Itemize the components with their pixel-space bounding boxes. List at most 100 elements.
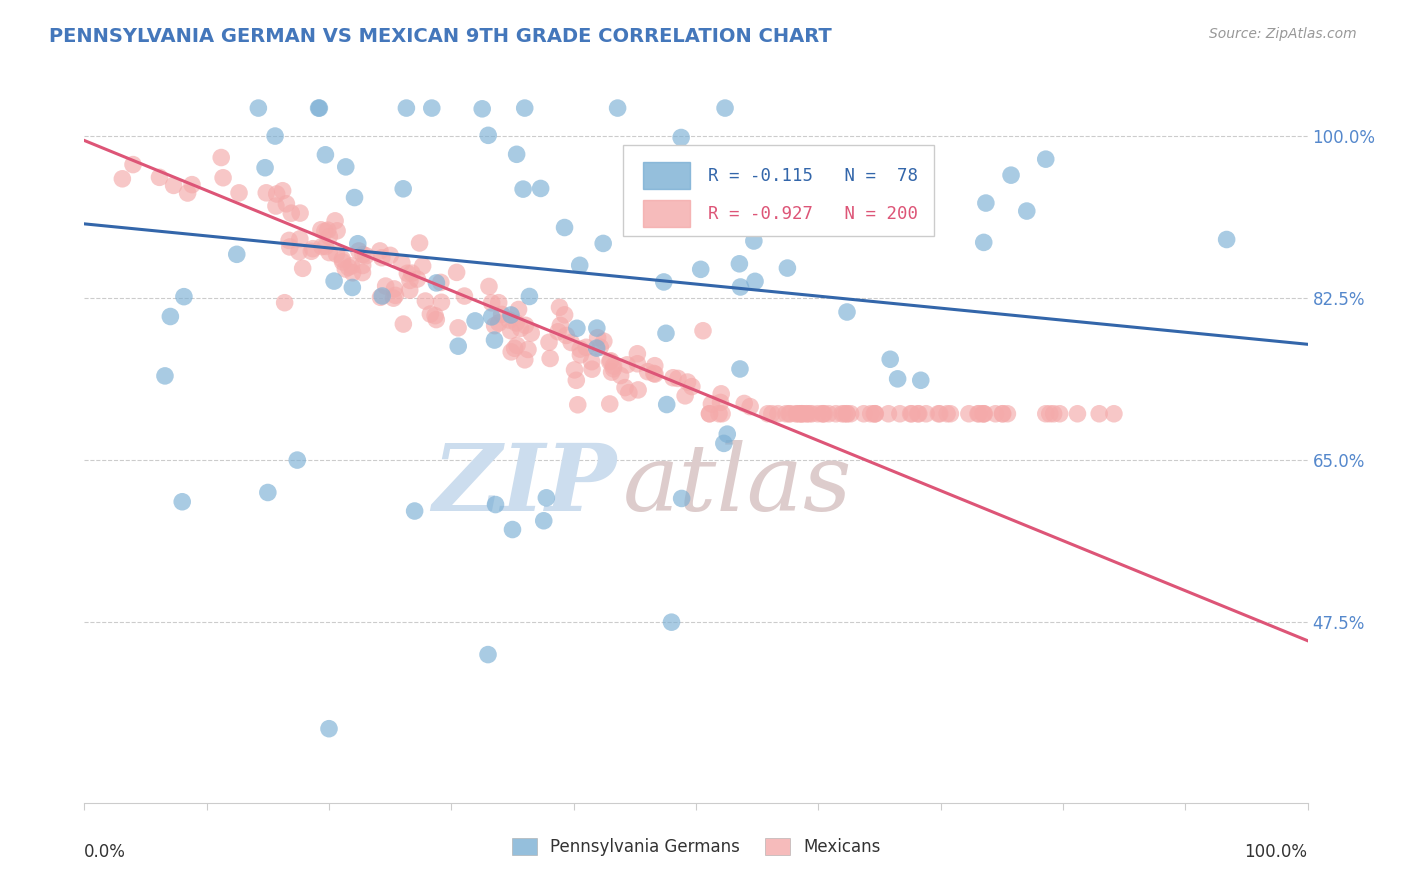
- Point: [915, 407, 938, 421]
- Point: [936, 407, 959, 421]
- Point: [1015, 204, 1038, 219]
- Point: [382, 282, 405, 296]
- Point: [910, 185, 932, 199]
- Point: [315, 239, 337, 253]
- Point: [972, 407, 994, 421]
- Point: [692, 324, 714, 338]
- Point: [384, 288, 406, 302]
- Point: [886, 372, 908, 386]
- Point: [340, 259, 363, 273]
- Point: [655, 326, 678, 341]
- Point: [533, 514, 555, 528]
- Point: [908, 407, 931, 421]
- Point: [627, 383, 650, 397]
- Point: [569, 342, 592, 356]
- Point: [430, 295, 453, 310]
- Point: [1066, 407, 1088, 421]
- Point: [332, 252, 354, 267]
- Point: [430, 276, 453, 290]
- Point: [586, 331, 609, 345]
- Point: [555, 328, 578, 343]
- Point: [352, 259, 374, 273]
- Point: [939, 407, 962, 421]
- Text: R = -0.115   N =  78: R = -0.115 N = 78: [709, 167, 918, 185]
- Point: [332, 255, 354, 269]
- Point: [453, 289, 475, 303]
- Point: [606, 101, 628, 115]
- Point: [879, 352, 901, 367]
- Text: 0.0%: 0.0%: [84, 843, 127, 861]
- Point: [845, 178, 868, 193]
- Point: [323, 274, 346, 288]
- FancyBboxPatch shape: [623, 145, 935, 235]
- Point: [766, 407, 789, 421]
- Point: [776, 261, 799, 276]
- Point: [1035, 152, 1057, 166]
- Point: [254, 186, 277, 200]
- Point: [592, 236, 614, 251]
- Point: [666, 371, 689, 385]
- Point: [1088, 407, 1111, 421]
- Point: [503, 341, 526, 355]
- Point: [786, 407, 808, 421]
- Point: [730, 280, 752, 294]
- Point: [991, 407, 1014, 421]
- Point: [406, 272, 429, 286]
- Point: [967, 407, 990, 421]
- Point: [709, 395, 731, 409]
- Point: [266, 186, 288, 201]
- Point: [254, 161, 277, 175]
- Point: [314, 148, 336, 162]
- Point: [910, 373, 932, 387]
- Point: [447, 339, 470, 353]
- Point: [404, 504, 426, 518]
- Point: [484, 318, 506, 333]
- Point: [153, 368, 176, 383]
- Point: [569, 348, 592, 362]
- Point: [484, 498, 506, 512]
- Point: [699, 407, 721, 421]
- Point: [380, 248, 402, 262]
- Point: [148, 170, 170, 185]
- Point: [547, 325, 569, 339]
- Point: [974, 196, 997, 211]
- Point: [371, 289, 394, 303]
- Point: [425, 312, 447, 326]
- Point: [907, 407, 929, 421]
- Point: [740, 400, 762, 414]
- Point: [395, 101, 418, 115]
- Point: [308, 101, 330, 115]
- Point: [617, 385, 640, 400]
- Point: [742, 234, 765, 248]
- Point: [800, 407, 823, 421]
- Point: [863, 407, 886, 421]
- Point: [565, 321, 588, 335]
- Point: [581, 354, 603, 368]
- Point: [1000, 168, 1022, 182]
- Point: [1215, 233, 1237, 247]
- Point: [799, 407, 821, 421]
- Text: atlas: atlas: [623, 440, 852, 530]
- Point: [713, 436, 735, 450]
- Point: [509, 321, 531, 335]
- Point: [447, 321, 470, 335]
- Point: [689, 262, 711, 277]
- Point: [326, 224, 349, 238]
- Point: [425, 276, 447, 290]
- Point: [602, 361, 624, 376]
- Point: [548, 301, 571, 315]
- Bar: [644, 200, 690, 227]
- Point: [291, 261, 314, 276]
- Point: [399, 273, 422, 287]
- Point: [278, 234, 301, 248]
- Point: [699, 407, 721, 421]
- Point: [159, 310, 181, 324]
- Point: [491, 307, 513, 321]
- Point: [662, 371, 685, 385]
- Point: [585, 321, 607, 335]
- Point: [264, 129, 287, 144]
- Point: [817, 407, 839, 421]
- Point: [498, 313, 520, 327]
- Point: [778, 407, 800, 421]
- Point: [273, 295, 295, 310]
